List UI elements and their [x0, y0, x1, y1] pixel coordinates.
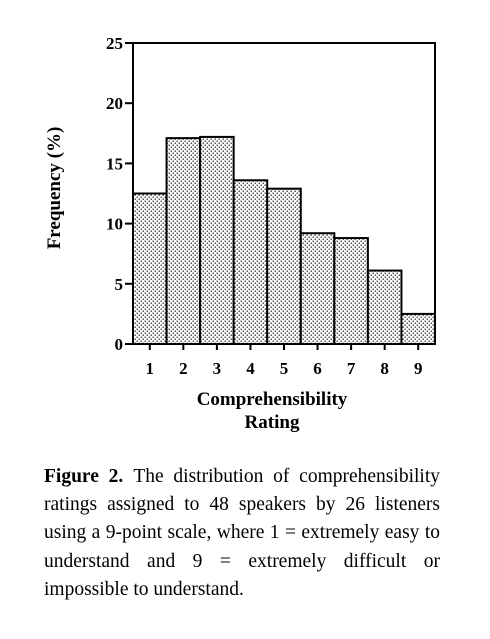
bar-chart: 0 5 10 15 20 25 1 2 3 4 5 6 7 8 9 Frequency (%) Compr… — [44, 34, 437, 433]
bar-8 — [366, 269, 403, 345]
figure-caption: Figure 2. The distribution of comprehensi… — [44, 463, 440, 604]
bar-3 — [199, 135, 235, 345]
x-axis: 1 2 3 4 5 6 7 8 9 — [146, 344, 423, 378]
x-axis-label-line-2: Rating — [245, 412, 300, 433]
x-tick-label: 3 — [213, 359, 222, 378]
y-tick-label: 25 — [106, 34, 123, 53]
x-tick-label: 1 — [146, 359, 155, 378]
y-tick-label: 5 — [115, 275, 124, 294]
x-tick-label: 6 — [313, 359, 322, 378]
bar-9 — [400, 312, 437, 345]
x-tick-label: 9 — [414, 359, 423, 378]
y-axis: 0 5 10 15 20 25 — [106, 34, 133, 354]
y-tick-label: 20 — [106, 94, 123, 113]
x-tick-label: 2 — [179, 359, 188, 378]
bar-5 — [266, 187, 302, 345]
x-tick-label: 7 — [347, 359, 356, 378]
bar-7 — [333, 237, 369, 346]
bar-1 — [132, 192, 168, 345]
x-tick-label: 5 — [280, 359, 289, 378]
y-tick-label: 10 — [106, 215, 123, 234]
bar-4 — [232, 179, 269, 345]
y-tick-label: 15 — [106, 154, 123, 173]
x-tick-label: 4 — [246, 359, 255, 378]
y-tick-label: 0 — [115, 335, 124, 354]
x-tick-label: 8 — [380, 359, 389, 378]
bar-2 — [165, 137, 202, 345]
bars — [132, 135, 437, 346]
bar-6 — [299, 232, 336, 345]
y-axis-label: Frequency (%) — [44, 127, 65, 250]
caption-text: The distribution of comprehensibility ra… — [44, 466, 440, 600]
x-axis-label-line-1: Comprehensibility — [197, 389, 348, 410]
caption-label: Figure 2. — [44, 466, 124, 487]
